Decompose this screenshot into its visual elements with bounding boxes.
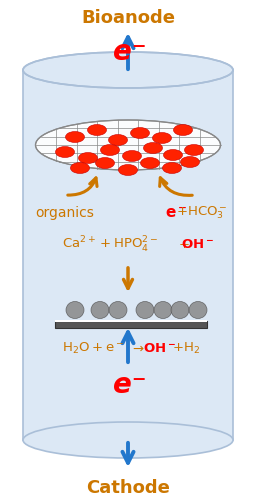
Ellipse shape xyxy=(141,158,159,168)
FancyArrowPatch shape xyxy=(68,178,97,195)
Ellipse shape xyxy=(101,144,120,156)
Ellipse shape xyxy=(95,158,114,168)
Ellipse shape xyxy=(131,128,150,138)
Ellipse shape xyxy=(70,162,90,173)
Ellipse shape xyxy=(109,302,127,318)
Ellipse shape xyxy=(119,164,137,175)
Ellipse shape xyxy=(164,150,183,160)
Bar xyxy=(55,321,207,328)
Bar xyxy=(23,70,233,440)
Text: $\mathregular{+ HCO_3^-}$: $\mathregular{+ HCO_3^-}$ xyxy=(176,205,228,221)
Text: $\mathregular{Ca^{2+} + HPO_4^{2-}}$: $\mathregular{Ca^{2+} + HPO_4^{2-}}$ xyxy=(62,235,158,255)
Bar xyxy=(55,320,207,322)
Ellipse shape xyxy=(185,144,204,156)
Ellipse shape xyxy=(174,124,193,136)
Ellipse shape xyxy=(163,162,182,173)
Ellipse shape xyxy=(56,146,74,158)
Text: e⁻: e⁻ xyxy=(113,38,147,66)
Ellipse shape xyxy=(171,302,189,318)
Ellipse shape xyxy=(36,120,220,170)
Ellipse shape xyxy=(66,132,84,142)
Text: organics: organics xyxy=(36,206,94,220)
Ellipse shape xyxy=(123,150,142,162)
Text: $\mathbf{OH^-}$: $\mathbf{OH^-}$ xyxy=(182,238,215,252)
Text: $\mathbf{e^-}$: $\mathbf{e^-}$ xyxy=(165,206,187,220)
Ellipse shape xyxy=(91,302,109,318)
Ellipse shape xyxy=(154,302,172,318)
Text: e⁻: e⁻ xyxy=(113,371,147,399)
Ellipse shape xyxy=(109,134,127,145)
Ellipse shape xyxy=(66,302,84,318)
Ellipse shape xyxy=(23,422,233,458)
Ellipse shape xyxy=(144,142,163,154)
Text: $\mathbf{OH^-}$: $\mathbf{OH^-}$ xyxy=(143,342,177,354)
Text: Cathode: Cathode xyxy=(86,479,170,497)
Text: $\mathregular{+ H_2}$: $\mathregular{+ H_2}$ xyxy=(172,340,200,355)
Ellipse shape xyxy=(189,302,207,318)
Ellipse shape xyxy=(180,156,199,168)
Text: $\mathregular{\rightarrow}$: $\mathregular{\rightarrow}$ xyxy=(131,342,145,354)
Ellipse shape xyxy=(79,152,98,164)
Ellipse shape xyxy=(153,132,172,143)
Ellipse shape xyxy=(136,302,154,318)
FancyArrowPatch shape xyxy=(160,178,192,196)
Ellipse shape xyxy=(23,52,233,88)
Text: Bioanode: Bioanode xyxy=(81,9,175,27)
Text: $\mathregular{+ }$: $\mathregular{+ }$ xyxy=(178,238,190,252)
Ellipse shape xyxy=(88,124,106,136)
Text: $\mathregular{H_2O + e^-}$: $\mathregular{H_2O + e^-}$ xyxy=(62,340,124,355)
